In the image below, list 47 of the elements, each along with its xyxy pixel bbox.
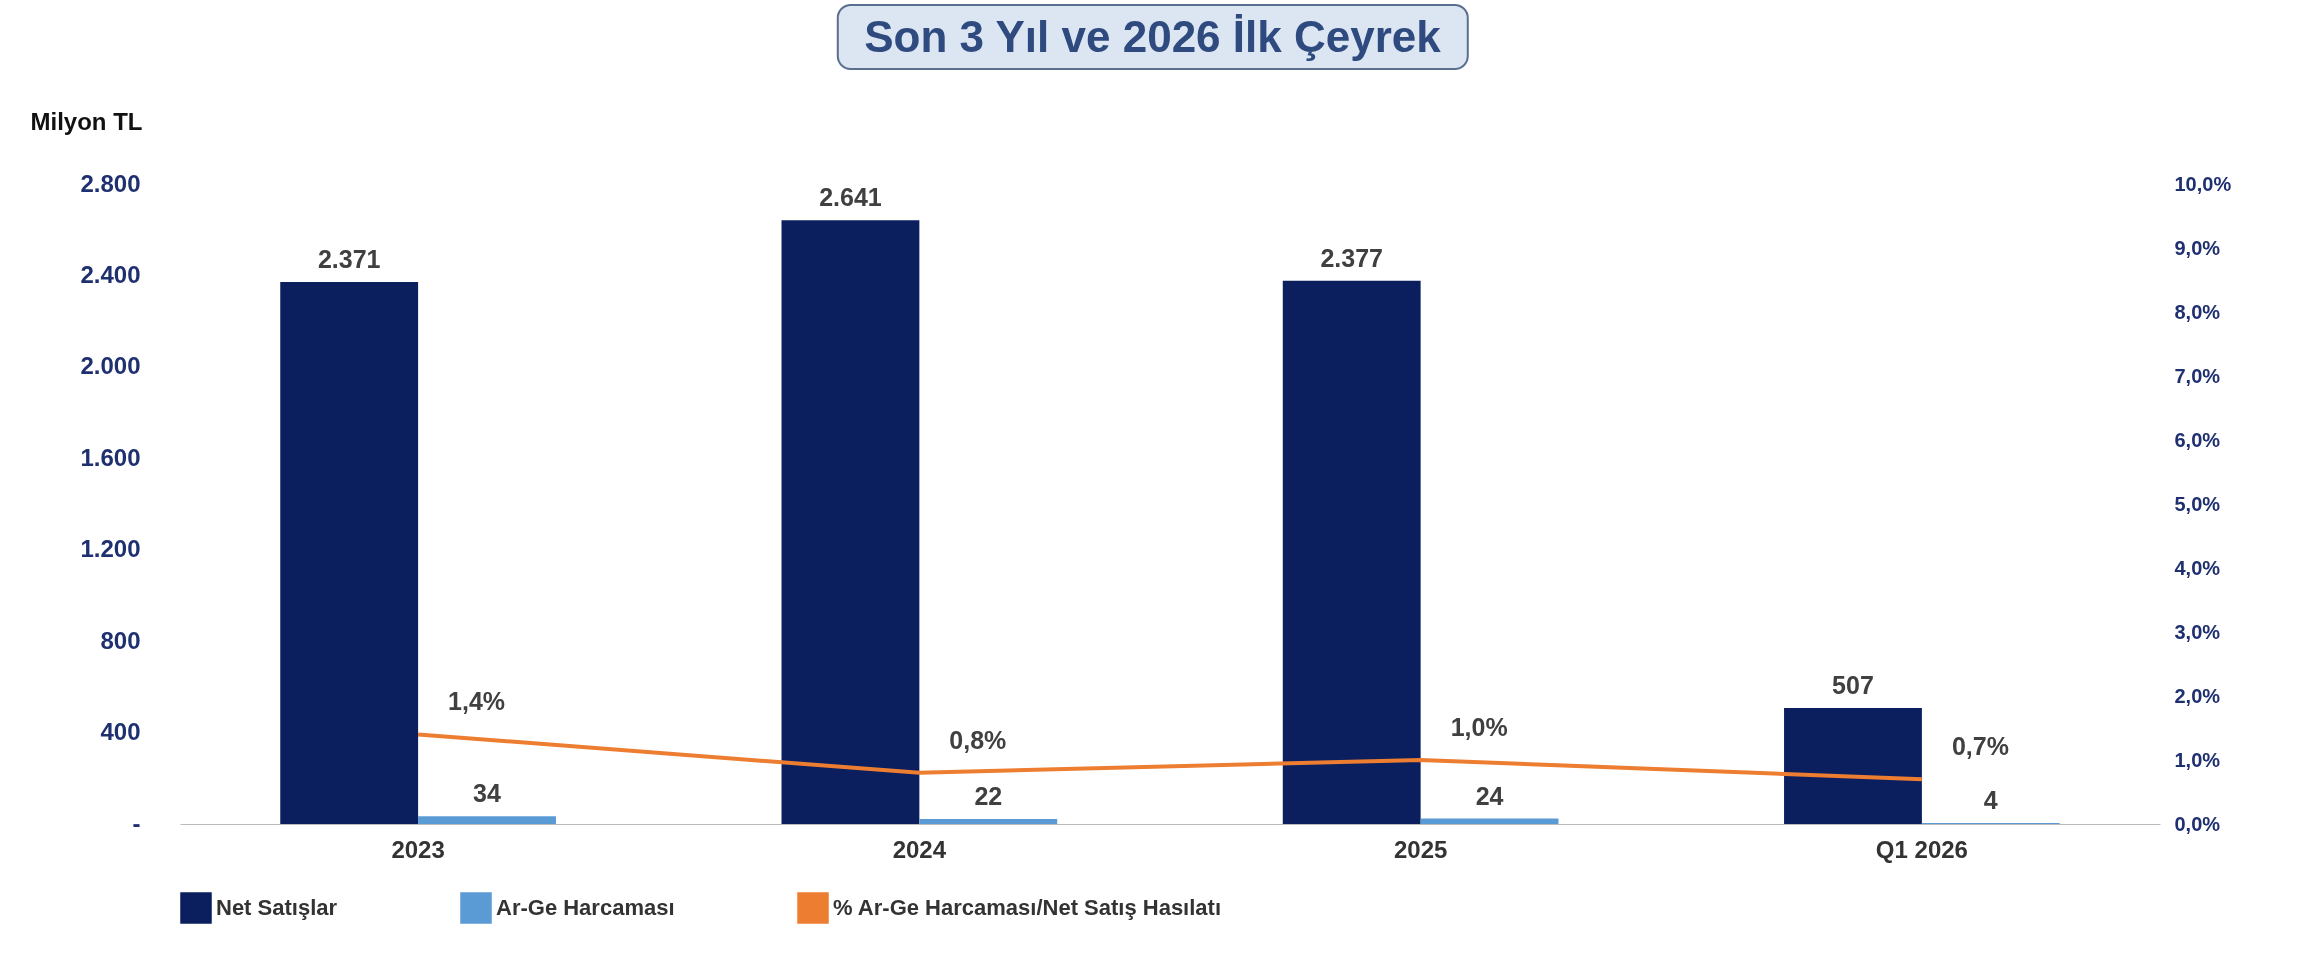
legend-label: Net Satışlar [216, 895, 338, 920]
legend-label: % Ar-Ge Harcaması/Net Satış Hasılatı [833, 895, 1222, 920]
y-tick-label: 2.400 [80, 260, 141, 288]
data-label: 2.371 [317, 245, 381, 274]
y-tick-label: 800 [100, 626, 141, 654]
chart-title: Son 3 Yıl ve 2026 İlk Çeyrek [836, 4, 1469, 70]
data-label: 34 [473, 779, 502, 808]
bar [1282, 280, 1421, 824]
data-label: 24 [1475, 781, 1504, 810]
y-tick-label: 2.800 [80, 169, 141, 197]
y-tick-label: 2.000 [80, 352, 141, 380]
data-label: 0,8% [949, 725, 1007, 754]
y2-tick-label: 6,0% [2174, 428, 2221, 451]
y2-tick-label: 5,0% [2174, 492, 2221, 515]
data-label: 22 [974, 781, 1003, 810]
y2-tick-label: 8,0% [2174, 300, 2221, 323]
legend-label: Ar-Ge Harcaması [496, 895, 675, 920]
bar [280, 282, 419, 824]
data-label: 4 [1983, 786, 1998, 815]
bar [919, 818, 1058, 824]
y2-tick-label: 10,0% [2174, 172, 2232, 195]
data-label: 1,0% [1450, 713, 1508, 741]
y2-tick-label: 2,0% [2174, 684, 2221, 707]
y2-tick-label: 9,0% [2174, 236, 2221, 259]
x-tick-label: Q1 2026 [1875, 835, 1968, 863]
x-tick-label: 2025 [1393, 835, 1448, 863]
bar [781, 220, 920, 824]
data-label: 2.377 [1320, 243, 1383, 272]
bar [418, 816, 556, 824]
x-tick-label: 2024 [892, 835, 947, 863]
y2-tick-label: 7,0% [2174, 364, 2221, 387]
x-tick-label: 2023 [391, 835, 445, 863]
bar [1784, 708, 1922, 824]
y-tick-label: 400 [100, 718, 141, 746]
bar [1420, 818, 1559, 824]
y-tick-label: 1.600 [80, 443, 141, 471]
data-label: 507 [1832, 671, 1874, 700]
y2-tick-label: 4,0% [2174, 556, 2221, 579]
y2-tick-label: 3,0% [2174, 620, 2221, 643]
data-label: 2.641 [819, 183, 882, 212]
y2-tick-label: 1,0% [2174, 748, 2221, 771]
y-axis-title: Milyon TL [30, 107, 143, 135]
data-label: 1,4% [448, 687, 506, 716]
y-tick-label: - [132, 809, 141, 837]
data-label: 0,7% [1951, 732, 2009, 761]
y-tick-label: 1.200 [80, 535, 141, 563]
y2-tick-label: 0,0% [2174, 812, 2221, 835]
